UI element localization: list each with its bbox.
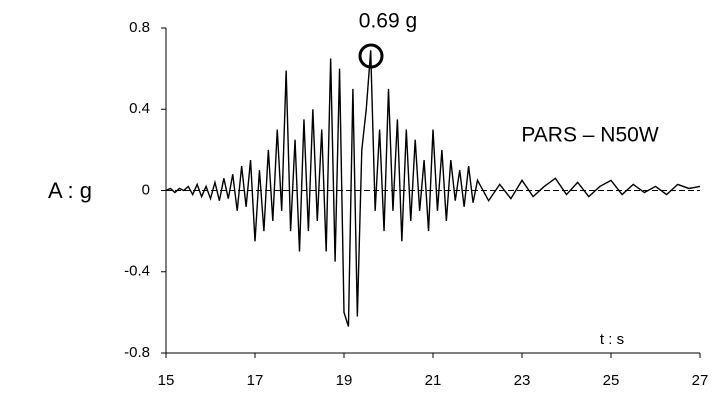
peak-annotation: 0.69 g bbox=[359, 10, 417, 33]
x-tick-label: 19 bbox=[336, 372, 353, 389]
x-tick-label: 21 bbox=[425, 372, 442, 389]
y-axis-label: A : g bbox=[48, 178, 92, 203]
x-axis-label: t : s bbox=[600, 331, 624, 348]
x-tick-label: 23 bbox=[514, 372, 531, 389]
y-tick-label: -0.4 bbox=[124, 263, 150, 280]
y-tick-label: 0.8 bbox=[129, 19, 150, 36]
x-tick-label: 17 bbox=[247, 372, 264, 389]
y-tick-label: 0 bbox=[142, 181, 150, 198]
record-annotation: PARS – N50W bbox=[521, 124, 658, 147]
y-tick-label: 0.4 bbox=[129, 100, 150, 117]
x-tick-label: 15 bbox=[158, 372, 175, 389]
signal-line bbox=[165, 50, 701, 327]
x-tick-label: 27 bbox=[692, 372, 709, 389]
y-tick-label: -0.8 bbox=[124, 344, 150, 361]
x-tick-label: 25 bbox=[603, 372, 620, 389]
